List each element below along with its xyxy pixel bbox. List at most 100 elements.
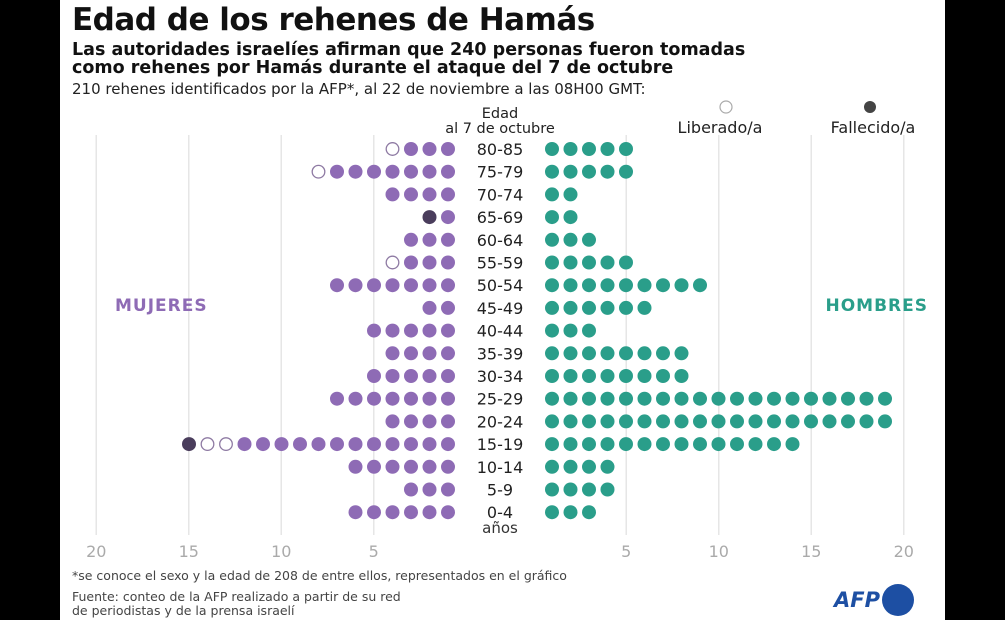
men-hostage-dot — [804, 414, 818, 429]
women-hostage-dot — [237, 437, 252, 452]
men-hostage-dot — [563, 164, 578, 179]
age-group-label: 65-69 — [477, 208, 524, 227]
men-hostage-dot — [600, 142, 615, 156]
men-hostage-dot — [563, 414, 578, 429]
women-hostage-dot — [404, 142, 418, 156]
women-hostage-dot — [404, 255, 418, 270]
age-group-label: 30-34 — [477, 367, 524, 386]
women-hostage-dot — [441, 300, 455, 315]
men-hostage-dot — [730, 391, 744, 406]
women-hostage-dot — [348, 459, 363, 474]
women-hostage-dot — [367, 459, 381, 474]
women-hostage-dot — [404, 505, 418, 520]
men-hostage-dot — [711, 414, 726, 429]
men-hostage-dot — [878, 414, 892, 429]
men-hostage-dot — [804, 391, 818, 406]
men-hostage-dot — [637, 391, 652, 406]
women-hostage-dot — [385, 346, 400, 361]
age-group-label: 25-29 — [477, 390, 524, 409]
source-line-1: Fuente: conteo de la AFP realizado a par… — [72, 589, 401, 604]
men-hostage-dot — [545, 323, 559, 338]
men-hostage-dot — [600, 391, 615, 406]
women-hostage-dot — [348, 164, 363, 179]
x-tick-label-right: 5 — [621, 542, 631, 561]
men-hostage-dot — [859, 391, 874, 406]
center-label-line-2: al 7 de octubre — [445, 121, 555, 137]
women-hostage-dot — [404, 278, 418, 293]
men-hostage-dot — [545, 459, 559, 474]
women-hostage-dot — [441, 187, 455, 202]
age-group-label: 0-4 — [487, 503, 513, 522]
chart-panel: Edad de los rehenes de Hamás Las autorid… — [60, 0, 945, 620]
women-hostage-dot — [385, 278, 400, 293]
women-hostage-dot — [422, 300, 437, 315]
men-hostage-dot — [582, 255, 596, 270]
men-hostage-dot — [656, 278, 670, 293]
afp-logo-text: AFP — [832, 588, 881, 612]
men-hostage-dot — [785, 414, 800, 429]
men-hostage-dot — [563, 437, 578, 452]
men-hostage-dot — [600, 482, 615, 497]
men-hostage-dot — [619, 300, 633, 315]
women-hostage-dot — [404, 323, 418, 338]
men-hostage-dot — [600, 278, 615, 293]
women-hostage-dot — [441, 437, 455, 452]
men-hostage-dot — [619, 142, 633, 156]
women-hostage-dot — [330, 391, 344, 406]
women-hostage-dot — [441, 278, 455, 293]
x-tick-label-right: 20 — [894, 542, 914, 561]
men-hostage-dot — [767, 391, 781, 406]
men-label: HOMBRES — [825, 296, 928, 316]
women-hostage-dot — [367, 391, 381, 406]
women-hostage-dot — [422, 391, 437, 406]
women-hostage-dot — [441, 346, 455, 361]
men-hostage-dot — [730, 437, 744, 452]
men-hostage-dot — [859, 414, 874, 429]
men-hostage-dot — [619, 414, 633, 429]
age-group-label: 15-19 — [477, 435, 524, 454]
women-hostage-dot — [385, 437, 400, 452]
men-hostage-dot — [785, 391, 800, 406]
men-hostage-dot — [785, 437, 800, 452]
women-hostage-dot — [441, 505, 455, 520]
men-hostage-dot — [545, 369, 559, 383]
men-hostage-dot — [563, 459, 578, 474]
men-hostage-dot — [619, 346, 633, 361]
men-hostage-dot — [693, 391, 707, 406]
footnote: *se conoce el sexo y la edad de 208 de e… — [72, 568, 567, 583]
women-hostage-dot — [441, 142, 455, 156]
men-hostage-dot — [600, 300, 615, 315]
women-hostage-dot — [367, 437, 381, 452]
men-hostage-dot — [637, 300, 652, 315]
x-tick-label-left: 20 — [86, 542, 106, 561]
women-hostage-dot — [311, 437, 326, 452]
men-hostage-dot — [545, 164, 559, 179]
age-group-label: 70-74 — [477, 185, 524, 204]
subtitle-line-1: Las autoridades israelíes afirman que 24… — [72, 40, 746, 60]
men-hostage-dot — [563, 482, 578, 497]
men-hostage-dot — [563, 142, 578, 156]
men-hostage-dot — [545, 505, 559, 520]
women-hostage-dot — [441, 391, 455, 406]
men-hostage-dot — [619, 369, 633, 383]
men-hostage-dot — [767, 414, 781, 429]
age-group-label: 20-24 — [477, 412, 524, 431]
men-hostage-dot — [545, 210, 559, 225]
men-hostage-dot — [748, 391, 763, 406]
men-hostage-dot — [656, 391, 670, 406]
women-label: MUJERES — [115, 296, 208, 316]
women-hostage-dot — [422, 459, 437, 474]
women-liberated-dot — [385, 142, 400, 156]
women-hostage-dot — [274, 437, 289, 452]
men-hostage-dot — [748, 414, 763, 429]
liberated-legend-icon — [719, 100, 733, 114]
women-hostage-dot — [330, 164, 344, 179]
men-hostage-dot — [693, 414, 707, 429]
men-hostage-dot — [545, 232, 559, 247]
men-hostage-dot — [730, 414, 744, 429]
x-tick-label-left: 15 — [179, 542, 199, 561]
women-hostage-dot — [385, 187, 400, 202]
men-hostage-dot — [582, 414, 596, 429]
age-group-label: 40-44 — [477, 322, 524, 341]
